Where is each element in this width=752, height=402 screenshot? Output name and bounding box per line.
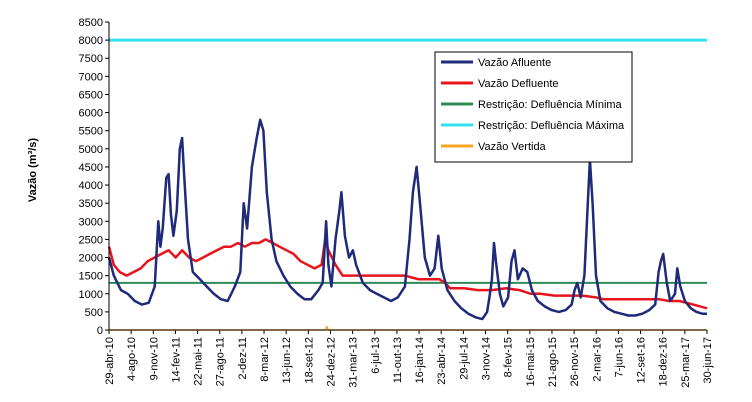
y-ticks: 0 500 1000 1500 2000 2500 3000 3500 4000 4500 5000… [79,17,109,337]
y-tick-label: 6500 [79,89,103,101]
x-tick-label: 12-set-16 [636,337,648,383]
x-tick-label: 14-fev-11 [170,337,182,383]
x-tick-label: 4-ago-10 [126,337,138,381]
x-tick-label: 2-dez-11 [237,337,249,380]
legend-label-3: Restrição: Defluência Máxima [478,120,625,132]
x-tick-label: 7-jun-16 [613,337,625,377]
y-tick-label: 7000 [79,71,103,83]
series-line-0 [107,118,707,321]
legend-label-2: Restrição: Defluência Mínima [478,99,623,111]
x-tick-label: 29-jul-14 [458,337,470,380]
x-tick-label: 18-set-12 [303,337,315,383]
y-tick-label: 3500 [79,198,103,210]
x-tick-label: 18-dez-16 [658,337,670,387]
x-ticks: 29-abr-10 4-ago-10 9-nov-10 14-fev-11 22-mai… [104,330,714,388]
y-tick-label: 2000 [79,253,103,265]
x-tick-label: 6-jul-13 [370,337,382,374]
x-tick-label: 8-mar-12 [259,337,271,382]
x-tick-label: 29-abr-10 [104,337,116,385]
y-tick-label: 7500 [79,53,103,65]
x-tick-label: 13-jun-12 [281,337,293,383]
y-tick-label: 1500 [79,271,103,283]
y-tick-label: 8000 [79,35,103,47]
x-tick-label: 25-mar-17 [680,337,692,388]
x-tick-label: 27-ago-11 [215,337,227,386]
y-tick-label: 3000 [79,216,103,228]
y-tick-label: 2500 [79,234,103,246]
legend-label-4: Vazão Vertida [478,141,547,153]
x-tick-label: 23-abr-14 [436,337,448,385]
x-tick-label: 31-mar-13 [348,337,360,388]
y-tick-label: 8500 [79,17,103,29]
x-tick-label: 26-nov-15 [569,337,581,387]
legend: Vazão Afluente Vazão Defluente Restrição: … [434,51,633,163]
x-tick-label: 22-mai-11 [193,337,205,386]
x-tick-label: 9-nov-10 [148,337,160,380]
x-tick-label: 11-out-13 [392,337,404,383]
legend-label-1: Vazão Defluente [478,78,559,90]
x-tick-label: 21-ago-15 [547,337,559,387]
x-tick-label: 16-jan-14 [414,337,426,383]
y-tick-label: 0 [97,325,103,337]
y-tick-label: 4000 [79,180,103,192]
y-tick-label: 6000 [79,108,103,120]
legend-label-0: Vazão Afluente [478,57,551,69]
series-line-4 [109,325,707,331]
y-tick-label: 1000 [79,289,103,301]
x-tick-label: 3-nov-14 [481,337,493,380]
x-tick-label: 16-mai-15 [525,337,537,387]
x-tick-label: 8-fev-15 [503,337,515,377]
x-tick-label: 24-dez-12 [325,337,337,387]
y-tick-label: 500 [85,307,103,319]
y-tick-label: 5000 [79,144,103,156]
legend-box [434,51,633,163]
x-tick-label: 2-mar-16 [591,337,603,382]
series-line-1 [107,238,708,310]
y-tick-label: 5500 [79,126,103,138]
y-tick-label: 4500 [79,162,103,174]
x-tick-label: 30-jun-17 [702,337,714,383]
y-axis-label: Vazão (m³/s) [27,138,39,203]
